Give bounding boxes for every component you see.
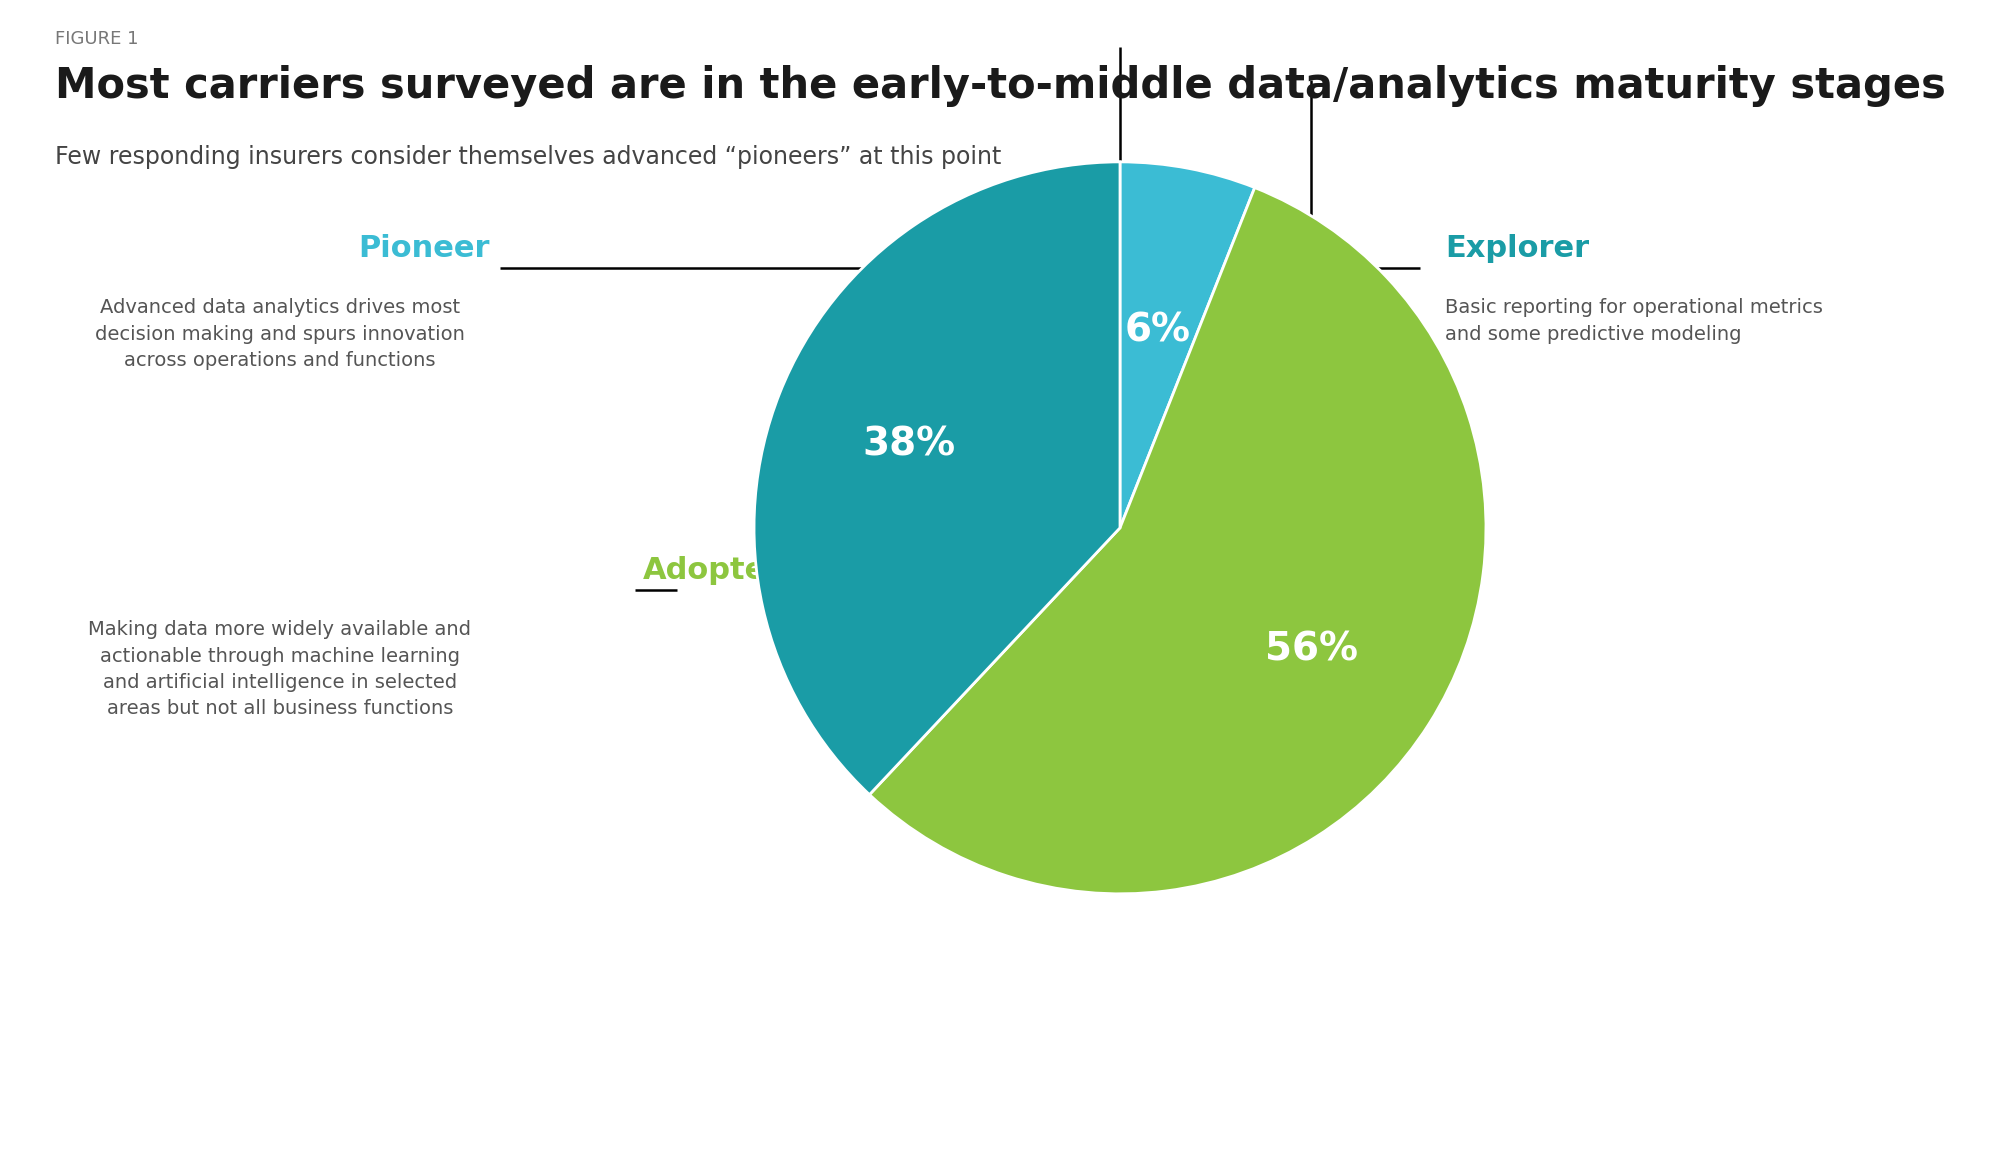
Text: Explorer: Explorer (1444, 233, 1590, 263)
Wedge shape (1120, 162, 1254, 528)
Wedge shape (870, 188, 1486, 894)
Text: Pioneer: Pioneer (358, 233, 490, 263)
Text: FIGURE 1: FIGURE 1 (56, 30, 138, 48)
Text: Few responding insurers consider themselves advanced “pioneers” at this point: Few responding insurers consider themsel… (56, 145, 1002, 169)
Text: Most carriers surveyed are in the early-to-middle data/analytics maturity stages: Most carriers surveyed are in the early-… (56, 65, 1946, 107)
Text: 6%: 6% (1124, 311, 1190, 350)
Wedge shape (754, 162, 1120, 794)
Text: 56%: 56% (1266, 630, 1358, 669)
Text: Advanced data analytics drives most
decision making and spurs innovation
across : Advanced data analytics drives most deci… (96, 298, 464, 369)
Text: Adopter: Adopter (644, 556, 782, 585)
Text: Making data more widely available and
actionable through machine learning
and ar: Making data more widely available and ac… (88, 621, 472, 719)
Text: 38%: 38% (862, 426, 956, 463)
Text: Basic reporting for operational metrics
and some predictive modeling: Basic reporting for operational metrics … (1444, 298, 1822, 344)
